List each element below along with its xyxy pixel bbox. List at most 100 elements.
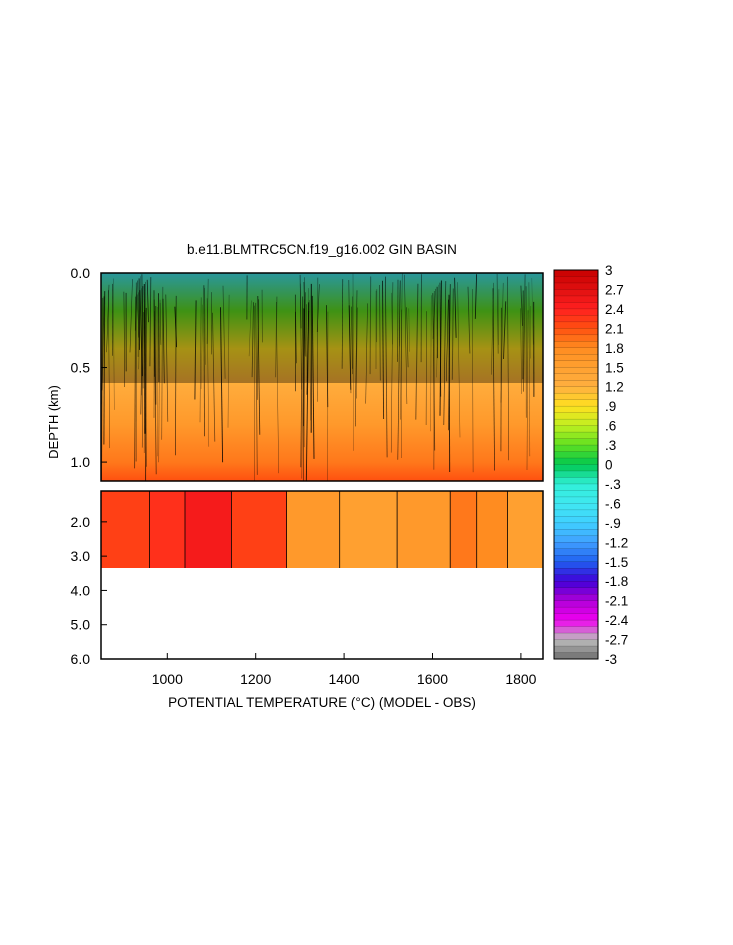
contour-streak	[491, 282, 494, 375]
colorbar-swatch	[553, 392, 599, 401]
contour-streak	[520, 285, 523, 326]
colorbar-label: -1.8	[605, 574, 628, 589]
colorbar-swatch	[553, 561, 599, 569]
colorbar-swatch	[553, 341, 599, 349]
contour-streak	[248, 300, 252, 357]
colorbar-swatch	[553, 418, 599, 427]
colorbar-label: 2.4	[605, 302, 624, 317]
colorbar-swatch	[553, 548, 599, 556]
contour-streak	[498, 289, 500, 345]
contour-streak	[206, 278, 209, 344]
contour-streak	[200, 304, 203, 390]
contour-streak	[300, 296, 304, 468]
colorbar-label: -2.4	[605, 613, 629, 628]
contour-streak	[454, 277, 457, 338]
colorbar-labels: 3 2.7 2.4 2.1 1.8 1.5 1.2 .9 .6 .3 0 -.3 -.6 -.9 -1.2 -…	[605, 263, 629, 667]
contour-streak	[113, 278, 115, 410]
contour-streak	[162, 298, 165, 384]
colorbar-swatch	[553, 386, 599, 394]
x-tick-label: 1000	[152, 671, 183, 687]
colorbar-swatch	[553, 600, 599, 608]
contour-streak	[348, 305, 352, 390]
colorbar-swatch	[553, 516, 599, 524]
contour-streak	[161, 286, 164, 440]
colorbar-swatch	[553, 496, 599, 504]
colorbar-swatch	[553, 613, 599, 621]
contour-streak	[472, 289, 474, 473]
contour-streak	[159, 302, 162, 345]
contour-streak	[137, 292, 139, 357]
lower-panel-frame	[100, 490, 544, 660]
lower-panel-segments	[101, 491, 543, 568]
contour-streak	[108, 290, 110, 449]
contour-streak	[365, 303, 368, 404]
colorbar-swatch	[553, 276, 599, 284]
colorbar-swatch	[553, 328, 599, 336]
contour-streak	[106, 284, 110, 353]
contour-streak	[141, 312, 144, 448]
contour-streak	[528, 282, 531, 457]
x-tick-label: 1400	[329, 671, 360, 687]
colorbar-swatch	[553, 308, 599, 316]
contour-streak	[439, 280, 442, 416]
lower-panel: 2.0 3.0 4.0 5.0 6.0 1000 1200 1400 1600 1800	[71, 490, 544, 687]
contour-streak	[432, 293, 436, 451]
contour-streak	[206, 298, 210, 447]
deep-segment-4	[286, 491, 340, 568]
upper-panel-frame	[100, 272, 544, 482]
y-axis-label: DEPTH (km)	[46, 385, 61, 459]
colorbar-frame	[553, 269, 599, 660]
colorbar-swatch	[553, 477, 599, 485]
contour-streak	[311, 295, 315, 459]
upper-y-tick-label: 0.0	[71, 265, 91, 281]
contour-streak	[382, 280, 385, 420]
colorbar-swatch	[553, 626, 599, 634]
deep-segment-5	[339, 491, 398, 568]
colorbar-swatch	[553, 470, 599, 478]
colorbar-swatch	[553, 542, 599, 550]
contour-streak	[526, 310, 529, 471]
colorbar-swatch	[553, 321, 599, 329]
colorbar-swatch	[553, 522, 599, 530]
colorbar-swatch	[553, 295, 599, 303]
colorbar-swatch	[553, 574, 599, 582]
colorbar-label: -.6	[605, 496, 621, 511]
contour-streak	[446, 299, 449, 382]
contour-streak	[385, 276, 388, 458]
lower-y-ticks: 2.0 3.0 4.0 5.0 6.0	[71, 514, 107, 667]
contour-streak	[390, 282, 394, 453]
contour-streak	[158, 299, 161, 463]
deep-segment-0	[101, 491, 150, 568]
contour-streak	[500, 307, 502, 452]
colorbar-swatch	[553, 509, 599, 517]
colorbar-swatch	[553, 380, 599, 388]
colorbar-label: 1.5	[605, 360, 624, 375]
contour-streak	[443, 281, 447, 426]
colorbar-swatch	[553, 568, 599, 576]
colorbar-swatch	[553, 334, 599, 342]
contour-streak	[415, 283, 419, 420]
contour-streak	[255, 302, 258, 475]
contour-streak	[408, 308, 410, 352]
lower-y-tick-label: 3.0	[71, 548, 91, 564]
colorbar-swatch	[553, 444, 599, 453]
lower-y-tick-label: 2.0	[71, 514, 91, 530]
contour-streak	[432, 288, 436, 339]
contour-streak	[194, 300, 197, 400]
colorbar-swatch	[553, 587, 599, 595]
contour-streak	[256, 299, 259, 400]
colorbar-swatch	[553, 373, 599, 381]
upper-panel: 0.0 0.5 1.0	[71, 265, 544, 482]
x-tick-label: 1200	[240, 671, 271, 687]
colorbar-swatch	[553, 425, 599, 433]
contour-streak	[153, 299, 157, 475]
contour-streak	[295, 311, 297, 364]
colorbar-label: 2.1	[605, 321, 624, 336]
deep-segment-8	[476, 491, 508, 568]
contour-streak	[436, 284, 439, 378]
colorbar-swatch	[553, 405, 599, 414]
contour-streak	[397, 280, 401, 460]
contour-streak	[199, 297, 202, 423]
colorbar-swatch	[553, 457, 599, 465]
contour-streak	[474, 274, 478, 319]
